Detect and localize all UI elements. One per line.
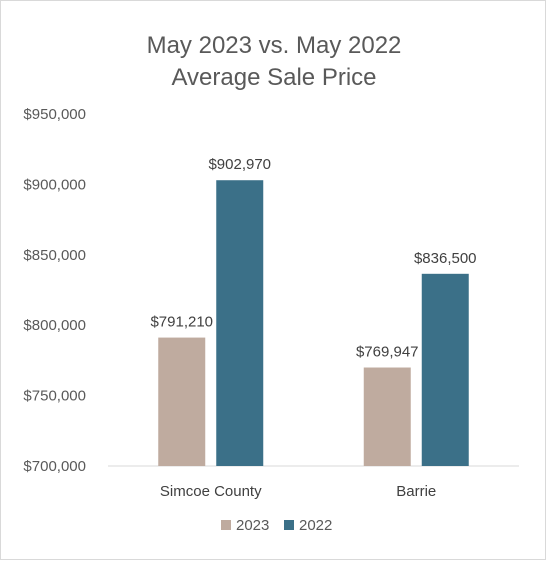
- legend-swatch-2022: [284, 520, 294, 530]
- data-label: $791,210: [150, 314, 213, 331]
- bar-2023-simcoe-county: [158, 337, 206, 466]
- bars-group: $791,210 $902,970 $769,947 $836,500: [150, 156, 477, 466]
- bar-2023-barrie: [363, 367, 411, 466]
- legend-label-2022: 2022: [299, 517, 332, 534]
- legend: 2023 2022: [221, 517, 332, 534]
- legend-label-2023: 2023: [236, 517, 269, 534]
- legend-swatch-2023: [221, 520, 231, 530]
- y-tick-label: $900,000: [23, 176, 86, 193]
- category-label: Barrie: [396, 483, 436, 500]
- chart-title-line-1: May 2023 vs. May 2022: [147, 32, 402, 59]
- data-label: $902,970: [208, 156, 271, 173]
- y-tick-label: $950,000: [23, 106, 86, 123]
- y-tick-label: $750,000: [23, 388, 86, 405]
- chart-title-line-2: Average Sale Price: [171, 64, 376, 91]
- y-tick-label: $700,000: [23, 458, 86, 475]
- y-tick-label: $800,000: [23, 317, 86, 334]
- category-labels: Simcoe County Barrie: [160, 483, 436, 500]
- bar-2022-simcoe-county: [216, 180, 264, 466]
- y-tick-label: $850,000: [23, 247, 86, 264]
- data-label: $769,947: [356, 344, 419, 361]
- bar-2022-barrie: [421, 273, 469, 466]
- data-label: $836,500: [414, 250, 477, 267]
- category-label: Simcoe County: [160, 483, 262, 500]
- y-axis-ticks: $700,000 $750,000 $800,000 $850,000 $900,000…: [23, 106, 86, 475]
